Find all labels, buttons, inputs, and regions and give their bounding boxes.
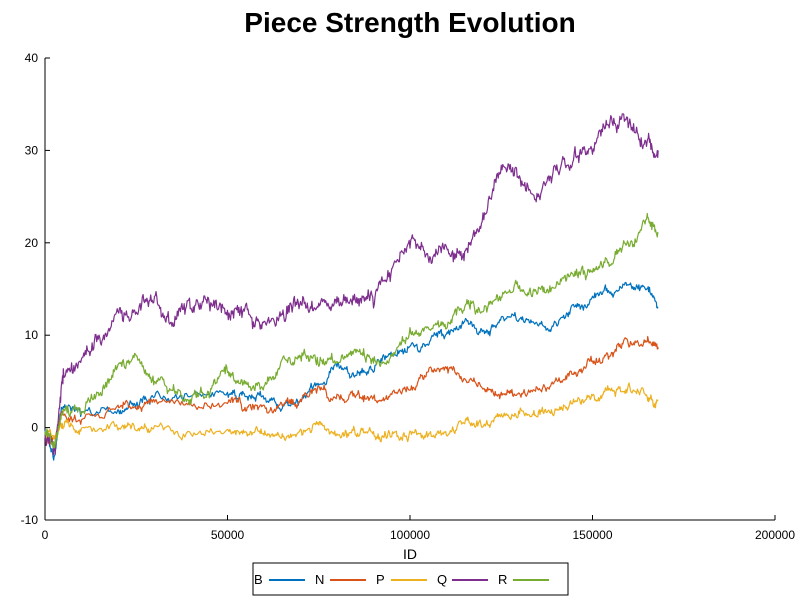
x-tick-label: 200000 — [755, 528, 795, 542]
x-tick-label: 150000 — [572, 528, 612, 542]
legend-label-p: P — [376, 572, 385, 587]
y-tick-label: -10 — [21, 513, 39, 527]
legend-label-r: R — [498, 572, 507, 587]
series-layer — [44, 113, 659, 461]
legend-label-q: Q — [437, 572, 447, 587]
y-tick-label: 30 — [25, 143, 39, 157]
series-line-q — [44, 113, 659, 456]
y-tick-label: 0 — [31, 421, 38, 435]
series-line-r — [44, 212, 659, 449]
legend-label-n: N — [315, 572, 324, 587]
series-line-p — [44, 382, 659, 443]
chart-title: Piece Strength Evolution — [244, 7, 575, 38]
y-tick-label: 20 — [25, 236, 39, 250]
x-tick-label: 0 — [42, 528, 49, 542]
x-axis-label: ID — [403, 546, 417, 562]
x-tick-label: 50000 — [211, 528, 245, 542]
series-line-n — [44, 335, 659, 445]
y-tick-label: 10 — [25, 328, 39, 342]
series-line-b — [44, 281, 659, 461]
y-tick-label: 40 — [25, 51, 39, 65]
legend-label-b: B — [254, 572, 263, 587]
x-tick-label: 100000 — [390, 528, 430, 542]
